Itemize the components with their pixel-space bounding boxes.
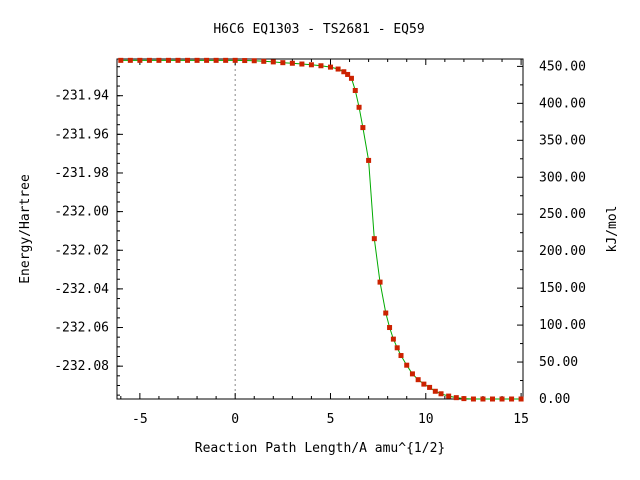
y2-tick-label: 50.00 bbox=[539, 355, 578, 370]
y2-tick-label: 200.00 bbox=[539, 244, 586, 259]
series-point bbox=[415, 377, 421, 383]
series-point bbox=[204, 57, 210, 63]
series-point bbox=[377, 279, 383, 285]
series-point bbox=[360, 125, 366, 131]
series-point bbox=[518, 396, 524, 402]
y-tick-label: -232.06 bbox=[54, 321, 109, 336]
y-tick-label: -232.08 bbox=[54, 359, 109, 374]
series-point bbox=[118, 57, 124, 63]
y-tick-label: -231.98 bbox=[54, 166, 109, 181]
series-point bbox=[398, 353, 404, 359]
y2-tick-label: 400.00 bbox=[539, 96, 586, 111]
y-tick-label: -232.00 bbox=[54, 205, 109, 220]
x-tick-label: 15 bbox=[513, 412, 529, 427]
series-point bbox=[251, 58, 257, 64]
series-point bbox=[371, 236, 377, 242]
y2-tick-label: 350.00 bbox=[539, 133, 586, 148]
series-point bbox=[509, 396, 515, 402]
series-point bbox=[345, 71, 351, 77]
series-point bbox=[261, 58, 267, 64]
series-point bbox=[470, 396, 476, 402]
series-point bbox=[194, 57, 200, 63]
y2-axis-ticks: 450.00 400.00 350.00 300.00 250.00 200.00 150.… bbox=[517, 59, 586, 407]
series-point bbox=[299, 61, 305, 67]
series-point bbox=[499, 396, 505, 402]
series-point bbox=[175, 57, 181, 63]
y-tick-label: -231.96 bbox=[54, 127, 109, 142]
series-point bbox=[242, 58, 248, 64]
series-point bbox=[427, 384, 433, 390]
series-point bbox=[232, 57, 238, 63]
series-point bbox=[453, 395, 459, 401]
series-point bbox=[127, 57, 133, 63]
series-point bbox=[289, 60, 295, 66]
x-tick-label: -5 bbox=[132, 412, 148, 427]
series-point bbox=[280, 60, 286, 66]
x-axis-ticks: -5 0 5 10 15 bbox=[120, 59, 529, 427]
y-tick-label: -232.04 bbox=[54, 282, 109, 297]
series-point bbox=[383, 310, 389, 316]
chart-title: H6C6 EQ1303 - TS2681 - EQ59 bbox=[213, 22, 424, 37]
y2-tick-label: 300.00 bbox=[539, 170, 586, 185]
x-axis-label: Reaction Path Length/A amu^{1/2} bbox=[195, 441, 445, 456]
series-point bbox=[461, 396, 467, 402]
series-point bbox=[490, 396, 496, 402]
y2-tick-label: 250.00 bbox=[539, 207, 586, 222]
series-markers bbox=[118, 57, 524, 402]
series-point bbox=[327, 64, 333, 70]
plot-frame bbox=[116, 58, 524, 400]
x-tick-label: 5 bbox=[327, 412, 335, 427]
series-point bbox=[270, 59, 276, 65]
series-point bbox=[438, 391, 444, 397]
series-point bbox=[146, 57, 152, 63]
series-point bbox=[446, 393, 452, 399]
series-point bbox=[137, 57, 143, 63]
series-point bbox=[409, 371, 415, 377]
series-point bbox=[394, 345, 400, 351]
x-tick-label: 10 bbox=[418, 412, 434, 427]
series-point bbox=[156, 57, 162, 63]
series-point bbox=[165, 57, 171, 63]
y2-axis-label: kJ/mol bbox=[605, 206, 620, 253]
y2-tick-label: 100.00 bbox=[539, 318, 586, 333]
y2-tick-label: 0.00 bbox=[539, 392, 570, 407]
series-point bbox=[421, 381, 427, 387]
series-point bbox=[480, 396, 486, 402]
series-point bbox=[387, 325, 393, 331]
y-tick-label: -232.02 bbox=[54, 243, 109, 258]
y-axis-label: Energy/Hartree bbox=[18, 174, 33, 284]
y2-tick-label: 450.00 bbox=[539, 59, 586, 74]
series-point bbox=[356, 104, 362, 110]
series-point bbox=[223, 57, 229, 63]
series-point bbox=[213, 57, 219, 63]
series-point bbox=[432, 388, 438, 394]
series-point bbox=[308, 62, 314, 68]
series-point bbox=[318, 63, 324, 69]
series-point bbox=[185, 57, 191, 63]
x-tick-label: 0 bbox=[231, 412, 239, 427]
series-line bbox=[120, 59, 522, 400]
y2-tick-label: 150.00 bbox=[539, 281, 586, 296]
series-point bbox=[341, 69, 347, 75]
series-point bbox=[352, 87, 358, 93]
y-axis-ticks: -231.94 -231.96 -231.98 -232.00 -232.02 -232.… bbox=[54, 66, 123, 396]
series-point bbox=[335, 66, 341, 72]
series-point bbox=[390, 336, 396, 342]
series-point bbox=[366, 157, 372, 163]
y-tick-label: -231.94 bbox=[54, 89, 109, 104]
series-point bbox=[348, 75, 354, 81]
series-point bbox=[404, 362, 410, 368]
